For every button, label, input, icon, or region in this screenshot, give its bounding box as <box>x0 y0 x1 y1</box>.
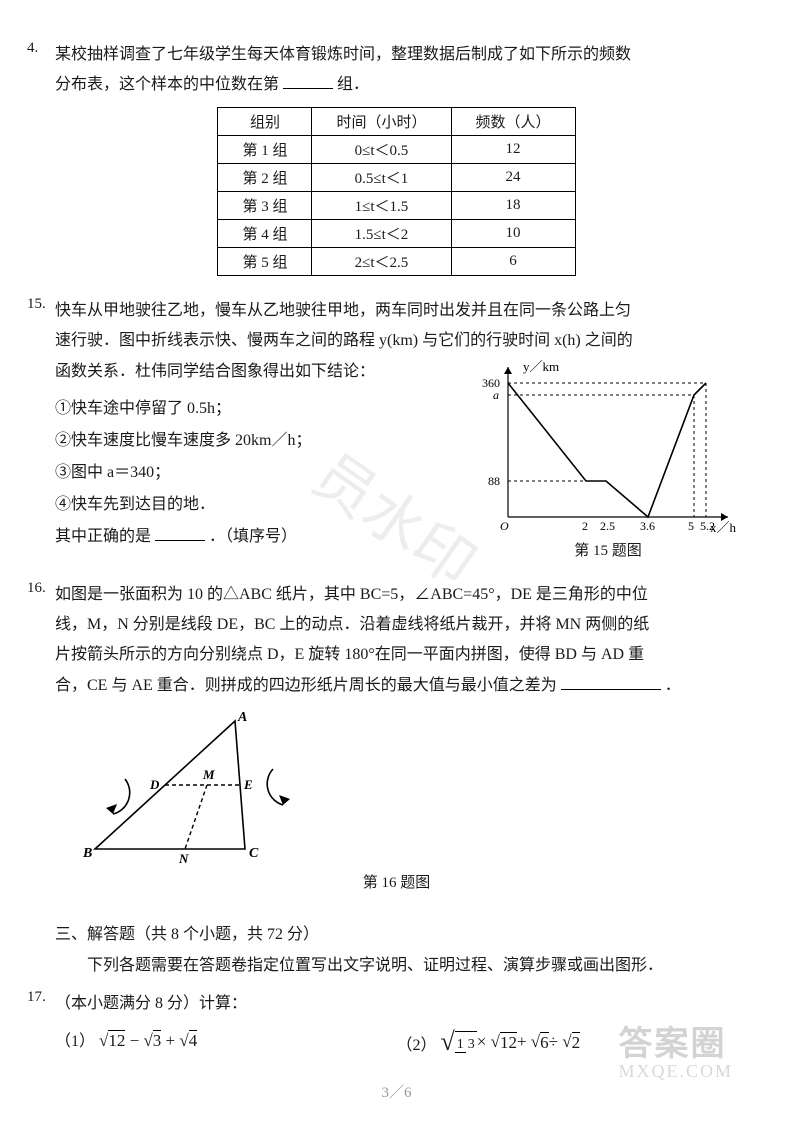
q17-part1: （1） √12 − √3 + √4 <box>55 1027 397 1057</box>
table-header: 频数（人） <box>451 107 575 135</box>
table-cell: 0.5≤t＜1 <box>312 163 451 191</box>
q14-line-a: 某校抽样调查了七年级学生每天体育锻炼时间，整理数据后制成了如下所示的频数 <box>55 46 631 63</box>
q14-line-b: 分布表，这个样本的中位数在第 <box>55 76 279 93</box>
x-tick: 5.2 <box>700 519 715 533</box>
q15-item-3: ③图中 a＝340； <box>55 457 468 489</box>
page-footer: 3／6 <box>0 1081 793 1102</box>
x-tick: 2 <box>582 519 588 533</box>
vertex-A: A <box>237 710 247 725</box>
table-cell: 第 3 组 <box>218 191 312 219</box>
q14-text: 某校抽样调查了七年级学生每天体育锻炼时间，整理数据后制成了如下所示的频数 分布表… <box>55 40 738 101</box>
table-cell: 第 5 组 <box>218 247 312 275</box>
table-header: 时间（小时） <box>312 107 451 135</box>
q15-figure: y／km x／h 360 a 88 O 2 2.5 3.6 5 5.2 <box>478 357 738 560</box>
section-3-title: 三、解答题（共 8 个小题，共 72 分） <box>55 920 738 950</box>
q16-line-e: ． <box>665 677 681 694</box>
table-cell: 6 <box>451 247 575 275</box>
q16-line-b: 线，M，N 分别是线段 DE，BC 上的动点．沿着虚线将纸片裁开，并将 MN 两… <box>55 616 649 633</box>
vertex-C: C <box>249 846 259 861</box>
q17-title: （本小题满分 8 分）计算： <box>55 995 247 1012</box>
q15-line-a: 快车从甲地驶往乙地，慢车从乙地驶往甲地，两车同时出发并且在同一条公路上匀 <box>55 302 631 319</box>
q15-blank <box>155 525 205 541</box>
x-tick: 5 <box>688 519 694 533</box>
q14-number: 4. <box>27 40 38 57</box>
point-M: M <box>202 767 215 782</box>
q16-line-c: 片按箭头所示的方向分别绕点 D，E 旋转 180°在同一平面内拼图，使得 BD … <box>55 646 644 663</box>
q15-tail: 其中正确的是 <box>55 528 151 545</box>
q15-caption: 第 15 题图 <box>478 539 738 560</box>
q14-blank <box>283 73 333 89</box>
table-cell: 0≤t＜0.5 <box>312 135 451 163</box>
q16-line-d: 合，CE 与 AE 重合．则拼成的四边形纸片周长的最大值与最小值之差为 <box>55 677 557 694</box>
q14-line-c: 组． <box>337 76 369 93</box>
q16-text: 如图是一张面积为 10 的△ABC 纸片，其中 BC=5，∠ABC=45°，DE… <box>55 580 738 702</box>
question-17: 17. （本小题满分 8 分）计算： （1） √12 − √3 + √4 （2）… <box>55 989 738 1057</box>
question-16: 16. 如图是一张面积为 10 的△ABC 纸片，其中 BC=5，∠ABC=45… <box>55 580 738 893</box>
table-cell: 12 <box>451 135 575 163</box>
table-cell: 1≤t＜1.5 <box>312 191 451 219</box>
q15-tail-b: ．（填序号） <box>209 528 297 545</box>
table-cell: 1.5≤t＜2 <box>312 219 451 247</box>
table-cell: 第 4 组 <box>218 219 312 247</box>
table-cell: 18 <box>451 191 575 219</box>
q16-figure: A B C D E M N 第 16 题图 <box>55 709 738 892</box>
table-cell: 2≤t＜2.5 <box>312 247 451 275</box>
q15-options: ①快车途中停留了 0.5h； ②快车速度比慢车速度多 20km／h； ③图中 a… <box>55 393 468 553</box>
q14-table: 组别 时间（小时） 频数（人） 第 1 组0≤t＜0.512 第 2 组0.5≤… <box>217 107 575 276</box>
y-tick: 88 <box>488 474 500 488</box>
table-cell: 10 <box>451 219 575 247</box>
point-N: N <box>178 851 189 866</box>
question-15: 15. 快车从甲地驶往乙地，慢车从乙地驶往甲地，两车同时出发并且在同一条公路上匀… <box>55 296 738 560</box>
point-D: D <box>149 777 160 792</box>
x-tick: O <box>500 519 509 533</box>
q15-item-1: ①快车途中停留了 0.5h； <box>55 393 468 425</box>
q15-line-b: 速行驶．图中折线表示快、慢两车之间的路程 y(km) 与它们的行驶时间 x(h)… <box>55 332 633 349</box>
y-tick: a <box>493 388 499 402</box>
y-axis-label: y／km <box>523 359 559 374</box>
q17-number: 17. <box>27 989 46 1006</box>
q15-text: 快车从甲地驶往乙地，慢车从乙地驶往甲地，两车同时出发并且在同一条公路上匀 速行驶… <box>55 296 738 357</box>
q16-caption: 第 16 题图 <box>55 871 738 892</box>
q15-number: 15. <box>27 296 46 313</box>
q15-line-c: 函数关系．杜伟同学结合图象得出如下结论： <box>55 363 375 380</box>
table-cell: 第 2 组 <box>218 163 312 191</box>
q15-item-2: ②快车速度比慢车速度多 20km／h； <box>55 425 468 457</box>
table-cell: 第 1 组 <box>218 135 312 163</box>
q17-part2-label: （2） <box>397 1037 437 1054</box>
question-14: 4. 某校抽样调查了七年级学生每天体育锻炼时间，整理数据后制成了如下所示的频数 … <box>55 40 738 276</box>
section-3-subtitle: 下列各题需要在答题卷指定位置写出文字说明、证明过程、演算步骤或画出图形． <box>55 951 738 981</box>
q15-item-4: ④快车先到达目的地． <box>55 489 468 521</box>
q16-number: 16. <box>27 580 46 597</box>
q16-line-a: 如图是一张面积为 10 的△ABC 纸片，其中 BC=5，∠ABC=45°，DE… <box>55 586 648 603</box>
x-tick: 2.5 <box>600 519 615 533</box>
point-E: E <box>243 777 253 792</box>
table-header: 组别 <box>218 107 312 135</box>
table-cell: 24 <box>451 163 575 191</box>
wm-line2: MXQE.COM <box>618 1061 733 1082</box>
x-tick: 3.6 <box>640 519 655 533</box>
q16-blank <box>561 674 661 690</box>
q17-part1-label: （1） <box>55 1033 95 1050</box>
vertex-B: B <box>82 846 92 861</box>
q17-part2: （2） √13 × √12 + √6 ÷ √2 <box>397 1027 739 1057</box>
section-3-header: 三、解答题（共 8 个小题，共 72 分） 下列各题需要在答题卷指定位置写出文字… <box>55 920 738 981</box>
